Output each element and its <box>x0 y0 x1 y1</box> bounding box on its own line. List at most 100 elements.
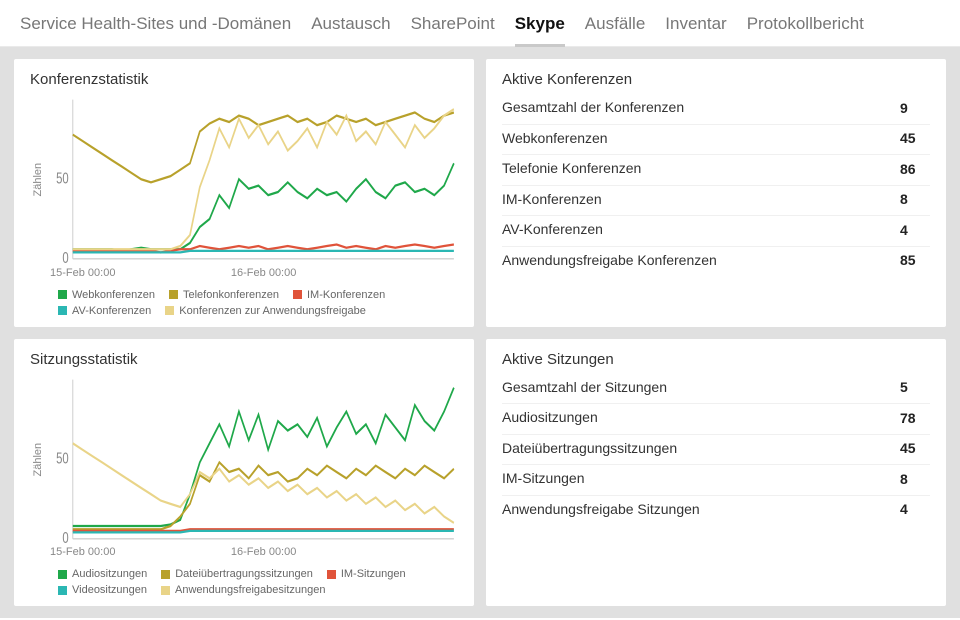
card-konferenzstatistik: Konferenzstatistik Zählen 0 50 15-Feb 00:… <box>14 59 474 327</box>
plot-area: 0 50 <box>46 374 458 545</box>
chart-area: Zählen 050 <box>30 374 458 545</box>
stat-value: 85 <box>900 252 930 268</box>
svg-text:0: 0 <box>62 529 69 544</box>
stat-row: Webkonferenzen 45 <box>502 124 930 153</box>
card-sitzungsstatistik: Sitzungsstatistik Zählen 050 15-Feb 00:0… <box>14 339 474 607</box>
card-title: Sitzungsstatistik <box>30 351 458 368</box>
stat-label: Webkonferenzen <box>502 130 608 148</box>
stat-row: Dateiübertragungssitzungen 45 <box>502 434 930 463</box>
legend-label: Konferenzen zur Anwendungsfreigabe <box>179 305 366 317</box>
stat-label: Audiositzungen <box>502 409 598 427</box>
legend-item: Audiositzungen <box>58 568 147 580</box>
chart-wrap: Zählen 050 15-Feb 00:00 16-Feb 00:00 Aud… <box>30 374 458 597</box>
tab-service-health-sites-und-dom-nen[interactable]: Service Health-Sites und -Domänen <box>20 14 291 46</box>
x-tick-label: 16-Feb 00:00 <box>231 267 296 279</box>
stat-value: 78 <box>900 410 930 426</box>
tab-austausch[interactable]: Austausch <box>311 14 390 46</box>
stat-label: Dateiübertragungssitzungen <box>502 440 677 458</box>
stat-value: 45 <box>900 130 930 146</box>
page-background: Konferenzstatistik Zählen 050 15-Feb 00:… <box>0 47 960 618</box>
stat-value: 8 <box>900 191 930 207</box>
chart-area: Zählen 0 50 <box>30 94 458 265</box>
chart-wrap: Zählen 0 50 15-Feb 00:00 16-Feb 00:00 Web… <box>30 94 458 317</box>
stat-value: 4 <box>900 501 930 517</box>
tab-ausf-lle[interactable]: Ausfälle <box>585 14 645 46</box>
legend-item: Telefonkonferenzen <box>169 289 279 301</box>
x-axis-labels: 15-Feb 00:00 16-Feb 00:00 <box>30 265 458 279</box>
legend-swatch-icon <box>161 570 170 579</box>
legend-swatch-icon <box>165 306 174 315</box>
stat-row: Audiositzungen 78 <box>502 403 930 432</box>
svg-text:50: 50 <box>56 170 69 187</box>
legend-label: IM-Sitzungen <box>341 568 406 580</box>
stat-value: 4 <box>900 222 930 238</box>
stat-value: 9 <box>900 100 930 116</box>
stat-value: 5 <box>900 379 930 395</box>
legend-swatch-icon <box>161 586 170 595</box>
legend-label: IM-Konferenzen <box>307 289 385 301</box>
stat-value: 45 <box>900 440 930 456</box>
stat-label: AV-Konferenzen <box>502 221 603 239</box>
plot-area: 0 50 <box>46 94 458 265</box>
stats-list: Gesamtzahl der Konferenzen 9 Webkonferenze… <box>502 94 930 274</box>
stat-label: IM-Konferenzen <box>502 191 602 209</box>
card-title: Aktive Konferenzen <box>502 71 930 88</box>
stat-label: IM-Sitzungen <box>502 470 584 488</box>
stat-label: Anwendungsfreigabe Sitzungen <box>502 501 700 519</box>
stat-row: IM-Konferenzen 8 <box>502 185 930 214</box>
legend-item: Webkonferenzen <box>58 289 155 301</box>
legend-swatch-icon <box>58 290 67 299</box>
stat-row: Gesamtzahl der Konferenzen 9 <box>502 94 930 122</box>
legend-swatch-icon <box>58 586 67 595</box>
y-axis-label: Zählen <box>30 94 46 265</box>
legend-item: Konferenzen zur Anwendungsfreigabe <box>165 305 366 317</box>
tab-protokollbericht[interactable]: Protokollbericht <box>747 14 864 46</box>
svg-text:50: 50 <box>56 449 69 466</box>
card-aktive-sitzungen: Aktive Sitzungen Gesamtzahl der Sitzunge… <box>486 339 946 607</box>
legend: Audiositzungen Dateiübertragungssitzungen… <box>30 558 458 596</box>
legend-label: Dateiübertragungssitzungen <box>175 568 313 580</box>
stats-list: Gesamtzahl der Sitzungen 5 Audiositzungen 7… <box>502 374 930 524</box>
legend-item: Dateiübertragungssitzungen <box>161 568 313 580</box>
legend-label: Telefonkonferenzen <box>183 289 279 301</box>
legend-label: Audiositzungen <box>72 568 147 580</box>
stat-label: Gesamtzahl der Sitzungen <box>502 379 667 397</box>
legend-item: Anwendungsfreigabesitzungen <box>161 584 325 596</box>
tab-skype[interactable]: Skype <box>515 14 565 46</box>
tab-inventar[interactable]: Inventar <box>665 14 726 46</box>
x-tick-label: 15-Feb 00:00 <box>50 546 115 558</box>
stat-value: 8 <box>900 471 930 487</box>
legend-swatch-icon <box>293 290 302 299</box>
x-tick-label: 15-Feb 00:00 <box>50 267 115 279</box>
legend-swatch-icon <box>58 570 67 579</box>
legend-item: IM-Konferenzen <box>293 289 385 301</box>
legend-swatch-icon <box>169 290 178 299</box>
stat-row: Anwendungsfreigabe Konferenzen 85 <box>502 246 930 275</box>
stat-row: AV-Konferenzen 4 <box>502 215 930 244</box>
legend: Webkonferenzen Telefonkonferenzen IM-Konfe… <box>30 279 458 317</box>
card-aktive-konferenzen: Aktive Konferenzen Gesamtzahl der Konfer… <box>486 59 946 327</box>
legend-item: Videositzungen <box>58 584 147 596</box>
legend-label: Anwendungsfreigabesitzungen <box>175 584 325 596</box>
stat-label: Anwendungsfreigabe Konferenzen <box>502 252 717 270</box>
x-axis-labels: 15-Feb 00:00 16-Feb 00:00 <box>30 544 458 558</box>
stat-row: IM-Sitzungen 8 <box>502 464 930 493</box>
stat-row: Gesamtzahl der Sitzungen 5 <box>502 374 930 402</box>
dashboard-grid: Konferenzstatistik Zählen 050 15-Feb 00:… <box>14 59 946 606</box>
tab-bar: Service Health-Sites und -Domänen Austaus… <box>0 0 960 47</box>
card-title: Konferenzstatistik <box>30 71 458 88</box>
stat-row: Telefonie Konferenzen 86 <box>502 154 930 183</box>
legend-label: Webkonferenzen <box>72 289 155 301</box>
legend-swatch-icon <box>58 306 67 315</box>
stat-value: 86 <box>900 161 930 177</box>
card-title: Aktive Sitzungen <box>502 351 930 368</box>
legend-swatch-icon <box>327 570 336 579</box>
x-tick-label: 16-Feb 00:00 <box>231 546 296 558</box>
tab-sharepoint[interactable]: SharePoint <box>411 14 495 46</box>
legend-label: Videositzungen <box>72 584 147 596</box>
svg-text:0: 0 <box>62 249 69 264</box>
legend-label: AV-Konferenzen <box>72 305 151 317</box>
stat-row: Anwendungsfreigabe Sitzungen 4 <box>502 495 930 524</box>
stat-label: Telefonie Konferenzen <box>502 160 641 178</box>
stat-label: Gesamtzahl der Konferenzen <box>502 99 684 117</box>
